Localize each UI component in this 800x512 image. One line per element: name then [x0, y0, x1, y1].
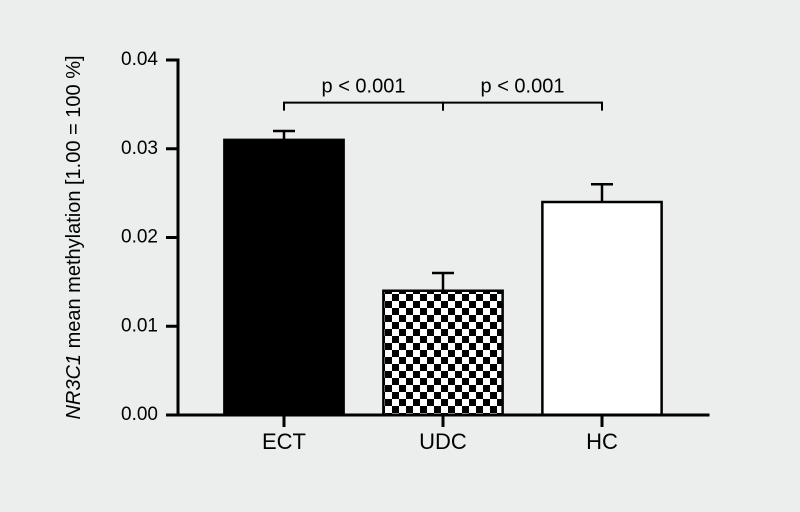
y-tick-label: 0.01	[121, 315, 158, 336]
pval-udc-hc: p < 0.001	[481, 76, 565, 98]
pval-ect-udc: p < 0.001	[322, 76, 406, 98]
y-axis-title: NR3C1 mean methylation [1.00 = 100 %]	[63, 55, 85, 419]
figure-root: p < 0.001 p < 0.001 0.00 0.01 0.02 0.03 0.04 EC…	[0, 0, 800, 512]
y-axis-title-rest: mean methylation [1.00 = 100 %]	[63, 55, 85, 354]
hc-bar	[542, 202, 661, 415]
udc-bar	[383, 291, 502, 415]
chart-svg: p < 0.001 p < 0.001 0.00 0.01 0.02 0.03 0.04 EC…	[0, 0, 800, 512]
y-tick-label: 0.04	[121, 49, 158, 70]
x-tick-label: HC	[586, 429, 618, 454]
y-tick-label: 0.03	[121, 138, 158, 159]
y-tick-label: 0.02	[121, 227, 158, 248]
x-tick-label: ECT	[262, 429, 306, 454]
ect-bar	[224, 140, 343, 415]
x-tick-label: UDC	[419, 429, 467, 454]
y-tick-label: 0.00	[121, 404, 158, 425]
y-axis-title-gene: NR3C1	[63, 354, 85, 420]
